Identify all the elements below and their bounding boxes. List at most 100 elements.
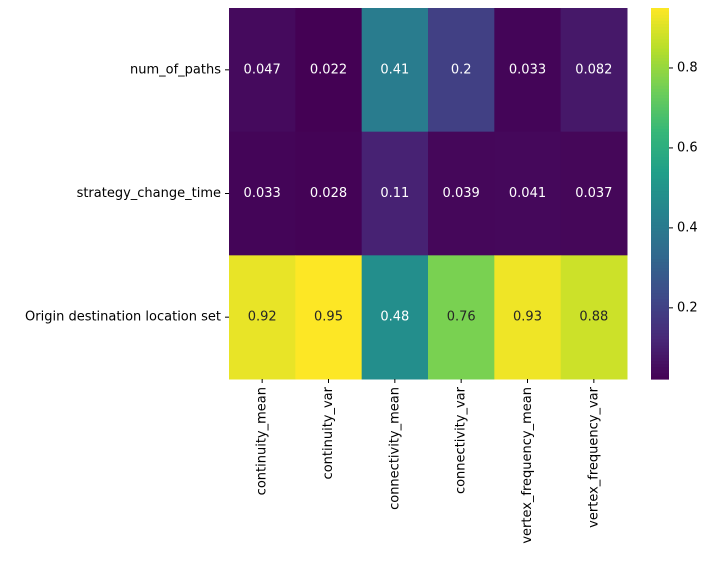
colorbar-segment [651, 286, 669, 290]
colorbar-segment [651, 270, 669, 275]
heatmap-cell [361, 255, 429, 380]
colorbar-segment [651, 187, 669, 192]
cell-value-label: 0.022 [310, 62, 347, 77]
colorbar-segment [651, 32, 669, 37]
colorbar-segment [651, 357, 669, 362]
colorbar-segment [651, 332, 669, 337]
cell-value-label: 0.95 [314, 310, 343, 325]
colorbar-segment [651, 375, 669, 380]
colorbar-segment [651, 23, 669, 28]
x-tick-label: connectivity_var [454, 386, 469, 494]
x-tick-label: vertex_frequency_mean [520, 387, 535, 544]
colorbar-segment [651, 29, 669, 34]
colorbar-segment [651, 168, 669, 173]
colorbar: 0.2 0.4 0.6 0.8 [651, 8, 698, 380]
colorbar-segment [651, 233, 669, 238]
colorbar-segment [651, 116, 669, 120]
colorbar-tick-label: 0.4 [677, 220, 698, 235]
colorbar-segment [651, 276, 669, 281]
colorbar-segment [651, 344, 669, 349]
colorbar-segment [651, 128, 669, 133]
colorbar-segment [651, 267, 669, 272]
colorbar-segment [651, 119, 669, 123]
heatmap-cell [428, 255, 495, 380]
colorbar-segment [651, 131, 669, 136]
colorbar-segment [651, 208, 669, 213]
colorbar-segment [651, 144, 669, 148]
colorbar-segment [651, 283, 669, 287]
cell-value-label: 0.48 [380, 310, 409, 325]
colorbar-segment [651, 48, 669, 52]
heatmap-cell [229, 8, 296, 133]
x-tick-label: continuity_var [321, 386, 336, 479]
colorbar-segment [651, 273, 669, 278]
cell-value-label: 0.033 [244, 186, 281, 201]
colorbar-segment [651, 341, 669, 346]
colorbar-segment [651, 42, 669, 46]
cell-value-label: 0.76 [447, 310, 476, 325]
cell-value-label: 0.2 [451, 62, 472, 77]
colorbar-tick-label: 0.8 [677, 60, 698, 75]
cell-value-label: 0.047 [244, 62, 281, 77]
colorbar-segment [651, 66, 669, 71]
cell-value-label: 0.93 [513, 310, 542, 325]
colorbar-segment [651, 326, 669, 331]
colorbar-segment [651, 258, 669, 263]
colorbar-segment [651, 280, 669, 284]
colorbar-segment [651, 301, 669, 306]
y-tick-label: strategy_change_time [77, 186, 221, 201]
heatmap-cell [494, 8, 562, 133]
colorbar-segment [651, 298, 669, 303]
colorbar-segment [651, 20, 669, 25]
heatmap-cell [295, 8, 363, 133]
colorbar-segment [651, 218, 669, 222]
colorbar-segment [651, 162, 669, 167]
heatmap-cell [428, 8, 495, 133]
colorbar-segment [651, 202, 669, 207]
colorbar-segment [651, 338, 669, 343]
colorbar-segment [651, 230, 669, 235]
colorbar-segment [651, 351, 669, 355]
heatmap-cell [361, 8, 429, 133]
y-tick-label: Origin destination location set [25, 310, 221, 325]
colorbar-segment [651, 63, 669, 68]
colorbar-segment [651, 224, 669, 229]
colorbar-segment [651, 205, 669, 210]
colorbar-segment [651, 82, 669, 86]
colorbar-segment [651, 369, 669, 374]
colorbar-segment [651, 156, 669, 161]
colorbar-segment [651, 246, 669, 250]
colorbar-segment [651, 289, 669, 294]
colorbar-segment [651, 140, 669, 145]
colorbar-segment [651, 190, 669, 195]
colorbar-segment [651, 45, 669, 49]
heatmap-cell [229, 131, 296, 256]
colorbar-segment [651, 8, 669, 12]
colorbar-segment [651, 178, 669, 182]
colorbar-segment [651, 199, 669, 204]
y-tick-label: num_of_paths [130, 62, 221, 77]
colorbar-segment [651, 35, 669, 40]
colorbar-segment [651, 255, 669, 260]
colorbar-segment [651, 264, 669, 269]
colorbar-segment [651, 215, 669, 219]
heatmap-cell [361, 131, 429, 256]
cell-value-label: 0.039 [443, 186, 480, 201]
colorbar-segment [651, 360, 669, 365]
colorbar-segment [651, 94, 669, 99]
colorbar-segment [651, 317, 669, 321]
colorbar-segment [651, 60, 669, 65]
colorbar-segment [651, 196, 669, 201]
colorbar-segment [651, 335, 669, 340]
colorbar-segment [651, 307, 669, 312]
heatmap-cell-labels: 0.047 0.022 0.41 0.2 0.033 0.082 0.033 0.028 0.1… [244, 62, 613, 324]
colorbar-segment [651, 239, 669, 244]
colorbar-segment [651, 125, 669, 130]
colorbar-segment [651, 153, 669, 157]
colorbar-segment [651, 295, 669, 300]
heatmap-cell [229, 255, 296, 380]
colorbar-segment [651, 261, 669, 266]
cell-value-label: 0.037 [575, 186, 612, 201]
cell-value-label: 0.92 [248, 310, 277, 325]
